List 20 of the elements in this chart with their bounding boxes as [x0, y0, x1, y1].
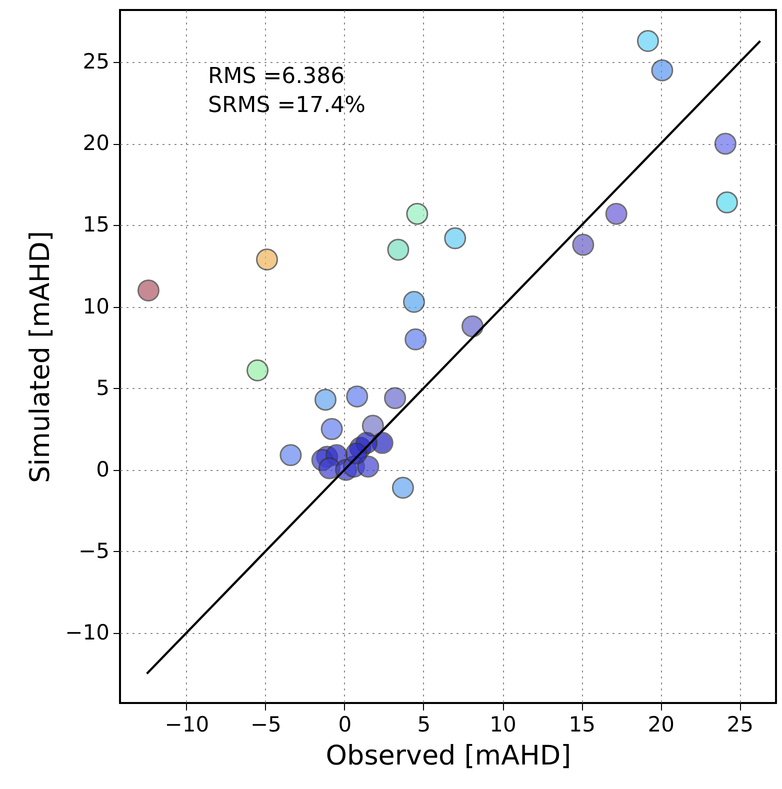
y-tick-label: −5	[78, 538, 110, 563]
y-tick-label: 5	[96, 376, 110, 400]
x-tick-label: 0	[338, 712, 352, 736]
x-axis-title: Observed [mAHD]	[326, 740, 572, 772]
y-tick-label: 20	[82, 131, 110, 156]
annotation: SRMS =17.4%	[208, 93, 366, 118]
x-tick-label: −10	[164, 712, 210, 736]
x-tick-label: 20	[648, 712, 674, 736]
y-tick-label: −10	[65, 620, 110, 644]
y-axis-title: Simulated [mAHD]	[25, 231, 56, 483]
annotation: RMS =6.386	[208, 64, 345, 89]
x-tick-label: 25	[726, 712, 754, 736]
y-tick-label: 25	[82, 50, 110, 74]
x-tick-label: 15	[568, 712, 596, 736]
x-tick-label: 5	[417, 712, 431, 736]
x-tick-label: 10	[490, 712, 516, 736]
y-tick-label: 10	[82, 294, 110, 318]
y-tick-label: 0	[96, 457, 110, 482]
x-tick-label: −5	[250, 712, 282, 736]
y-tick-label: 15	[82, 212, 110, 237]
